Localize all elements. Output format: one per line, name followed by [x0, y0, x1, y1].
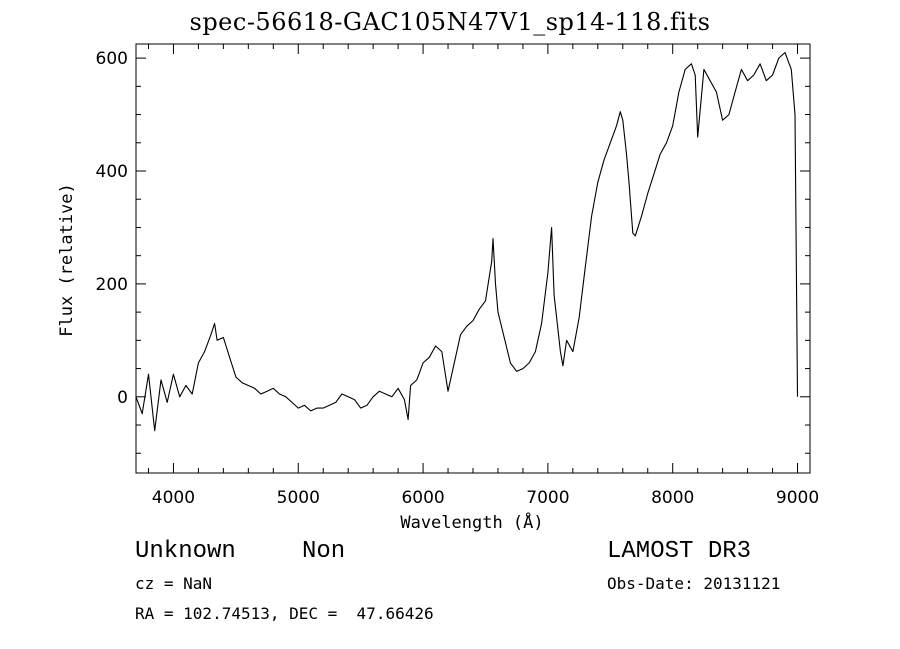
y-tick-label: 200 — [96, 275, 128, 295]
plot-frame — [135, 43, 811, 474]
redshift-cz: cz = NaN — [135, 574, 213, 593]
observation-date: Obs-Date: 20131121 — [607, 574, 781, 593]
y-tick-label: 400 — [96, 162, 128, 182]
x-tick-label: 5000 — [277, 488, 320, 508]
y-tick-label: 0 — [117, 388, 128, 408]
y-axis-label: Flux (relative) — [57, 183, 77, 337]
object-subclass: Non — [302, 538, 346, 565]
axis-ticks — [136, 44, 810, 473]
x-tick-label: 6000 — [401, 488, 444, 508]
ra-dec-coordinates: RA = 102.74513, DEC = 47.66426 — [135, 604, 434, 623]
chart-title: spec-56618-GAC105N47V1_sp14-118.fits — [189, 8, 711, 36]
y-tick-label: 600 — [96, 49, 128, 69]
spectrum-line — [135, 51, 799, 432]
x-tick-label: 9000 — [776, 488, 819, 508]
x-tick-label: 8000 — [651, 488, 694, 508]
axis-tick-labels: 4000 5000 6000 7000 8000 9000 0 200 400 600 — [96, 49, 820, 508]
survey-name: LAMOST DR3 — [607, 538, 752, 565]
x-tick-label: 4000 — [152, 488, 195, 508]
x-axis-label: Wavelength (Å) — [400, 511, 543, 533]
x-tick-label: 7000 — [526, 488, 569, 508]
object-class: Unknown — [135, 538, 236, 565]
